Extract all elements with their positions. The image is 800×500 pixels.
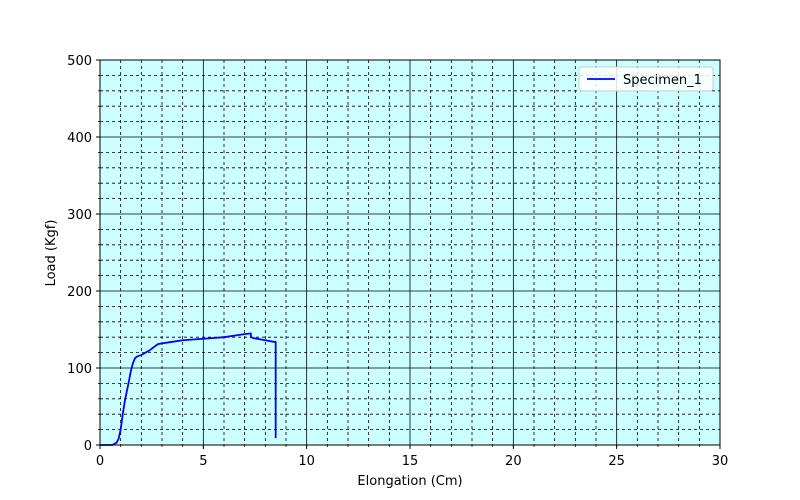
x-tick-label: 10 [298,454,315,469]
y-tick-label: 0 [84,439,92,454]
y-tick-label: 400 [67,131,92,146]
y-tick-label: 200 [67,285,92,300]
series-line-Specimen_1 [100,332,277,446]
x-tick-label: 0 [96,454,104,469]
y-axis-title: Load (Kgf) [44,220,59,287]
legend-box [578,66,714,92]
series-layer [100,332,277,446]
y-tick-label: 100 [67,362,92,377]
x-tick-label: 5 [199,454,207,469]
legend-label: Specimen_1 [623,73,702,88]
y-tick-label: 500 [67,54,92,69]
y-tick-label: 300 [67,208,92,223]
x-tick-label: 30 [712,454,729,469]
x-tick-label: 15 [402,454,419,469]
x-axis-title: Elongation (Cm) [357,474,462,489]
legend: Specimen_1 [578,66,714,92]
x-tick-label: 20 [505,454,522,469]
x-tick-label: 25 [608,454,625,469]
